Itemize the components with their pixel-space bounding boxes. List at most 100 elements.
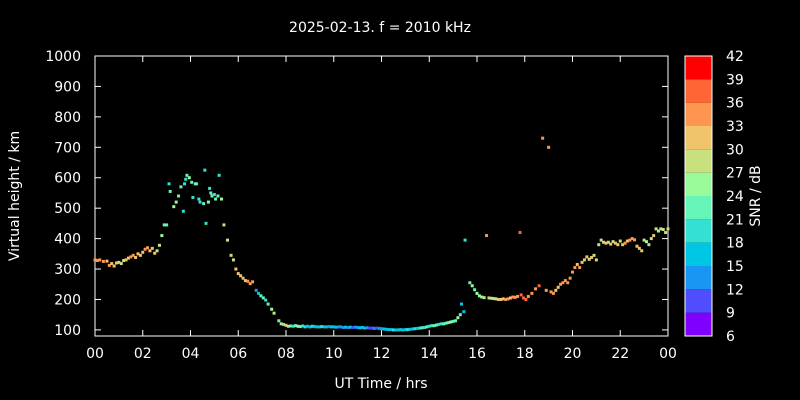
data-point	[370, 326, 374, 330]
data-point	[231, 258, 235, 262]
data-point	[168, 189, 172, 193]
data-point	[107, 263, 111, 267]
data-point	[131, 253, 135, 257]
data-point	[599, 238, 603, 242]
data-point	[234, 267, 238, 271]
data-point	[210, 194, 214, 198]
data-point	[294, 324, 298, 328]
data-point	[183, 182, 187, 186]
data-point	[463, 238, 467, 242]
colorbar-tick-label: 9	[726, 306, 735, 322]
data-point	[382, 327, 386, 331]
data-point	[194, 182, 198, 186]
data-point	[533, 287, 537, 291]
data-point	[541, 136, 545, 140]
data-point	[420, 326, 424, 330]
data-point	[422, 325, 426, 329]
colorbar-level	[685, 149, 712, 173]
data-points	[93, 136, 670, 332]
x-tick-label: 14	[420, 346, 438, 362]
data-point	[556, 285, 560, 289]
data-point	[501, 297, 505, 301]
data-point	[468, 281, 472, 285]
data-point	[549, 290, 553, 294]
data-point	[442, 322, 446, 326]
data-point	[380, 327, 383, 331]
data-point	[114, 261, 118, 265]
data-point	[332, 325, 336, 329]
data-point	[492, 297, 496, 301]
data-point	[143, 247, 147, 251]
colorbar-tick-label: 39	[726, 72, 744, 88]
data-point	[229, 253, 233, 257]
data-point	[566, 281, 570, 285]
data-point	[112, 264, 116, 268]
data-point	[214, 197, 218, 201]
data-point	[415, 326, 419, 330]
colorbar-level	[685, 102, 712, 126]
data-point	[563, 279, 567, 283]
data-point	[93, 258, 97, 262]
data-point	[623, 241, 627, 245]
data-point	[661, 227, 665, 231]
data-point	[391, 328, 395, 332]
data-point	[573, 266, 577, 270]
data-point	[117, 260, 121, 264]
data-point	[185, 173, 189, 177]
data-point	[222, 223, 226, 227]
data-point	[353, 325, 357, 329]
y-tick-label: 400	[54, 232, 81, 248]
data-point	[522, 296, 526, 300]
data-point	[363, 326, 367, 330]
y-tick-label: 100	[54, 323, 81, 339]
data-point	[239, 274, 243, 278]
x-tick-label: 22	[611, 346, 629, 362]
data-point	[289, 324, 293, 328]
data-point	[308, 325, 312, 329]
data-point	[257, 291, 261, 295]
data-point	[554, 288, 558, 292]
data-point	[146, 246, 150, 250]
data-point	[496, 297, 500, 301]
data-point	[609, 242, 613, 246]
data-point	[187, 176, 191, 180]
data-point	[413, 327, 417, 331]
data-point	[360, 325, 364, 329]
data-point	[642, 238, 646, 242]
y-tick-label: 200	[54, 292, 81, 308]
data-point	[191, 196, 195, 200]
colorbar-tick-label: 33	[726, 119, 744, 135]
data-point	[167, 182, 171, 186]
colorbar-level	[685, 196, 712, 220]
y-tick-label: 500	[54, 201, 81, 217]
data-point	[284, 323, 288, 327]
y-axis-label: Virtual height / km	[7, 131, 23, 261]
data-point	[449, 320, 453, 324]
data-point	[334, 325, 338, 329]
data-point	[246, 279, 250, 283]
data-point	[551, 291, 555, 295]
data-point	[368, 326, 372, 330]
data-point	[487, 296, 491, 300]
colorbar-level	[685, 289, 712, 313]
data-point	[625, 239, 629, 243]
data-point	[649, 237, 653, 241]
colorbar-tick-label: 18	[726, 236, 744, 252]
data-point	[454, 319, 458, 323]
data-point	[606, 240, 610, 244]
y-axis: 100 200 300 400 500 600 700 800 900 1000	[45, 49, 668, 339]
x-tick-label: 16	[468, 346, 486, 362]
data-point	[310, 324, 314, 328]
data-point	[384, 327, 388, 331]
data-point	[439, 322, 443, 326]
y-tick-label: 700	[54, 140, 81, 156]
data-point	[459, 302, 463, 306]
data-point	[327, 325, 331, 329]
data-point	[365, 326, 369, 330]
data-point	[508, 296, 512, 300]
data-point	[592, 253, 596, 257]
x-tick-label: 12	[373, 346, 391, 362]
data-point	[261, 296, 265, 300]
data-point	[356, 325, 360, 329]
